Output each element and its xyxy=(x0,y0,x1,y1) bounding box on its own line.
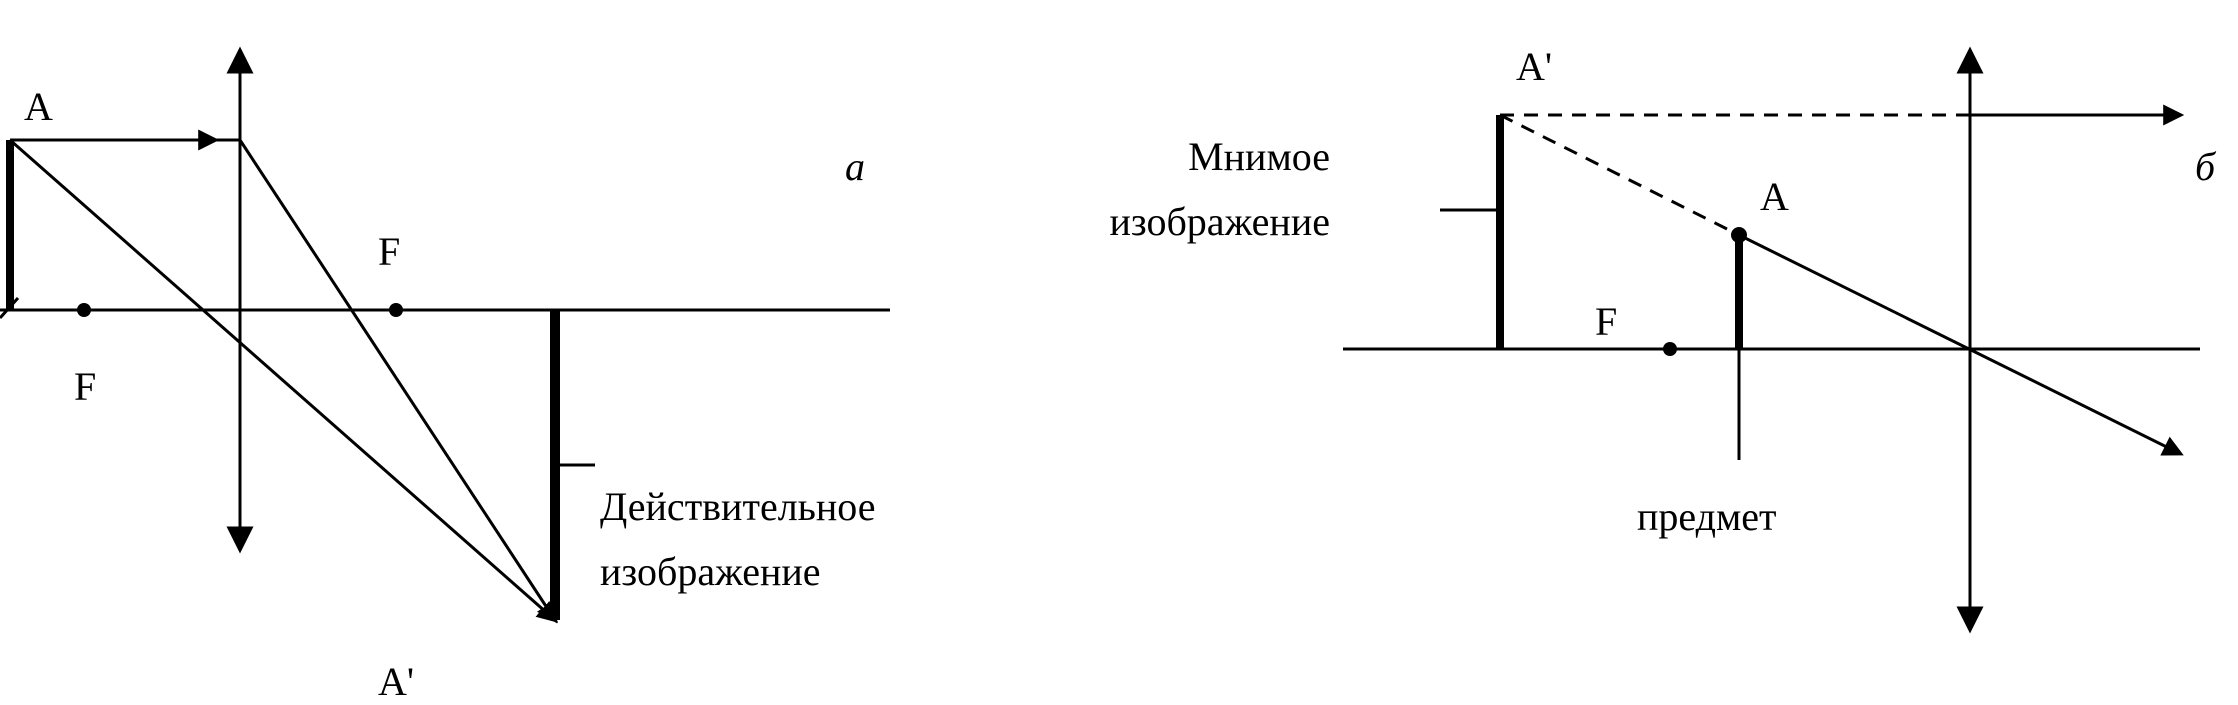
focus-label-left: F xyxy=(1595,299,1617,344)
panel-label-a: а xyxy=(845,144,865,189)
focus-point-left xyxy=(77,303,91,317)
image-caption-line1: Мнимое xyxy=(1188,134,1330,179)
image-label: A' xyxy=(1516,44,1552,89)
object-caption: предмет xyxy=(1637,494,1777,539)
panel-label-b: б xyxy=(2195,144,2217,189)
focus-label-right: F xyxy=(378,229,400,274)
image-caption-line2: изображение xyxy=(1109,199,1330,244)
focus-label-left: F xyxy=(74,364,96,409)
ray-parallel-out xyxy=(240,140,555,620)
caption-real-image-line2: изображение xyxy=(600,549,821,594)
ray2-dashed xyxy=(1500,115,1739,235)
caption-real-image-line1: Действительное xyxy=(600,484,876,529)
focus-point-left xyxy=(1663,342,1677,356)
diagram-a: F F A A' Действительное изображение а xyxy=(0,60,890,704)
focus-point-right xyxy=(389,303,403,317)
image-label: A' xyxy=(378,659,414,704)
diagram-b: F Aпредмет A' Мнимое изображение б xyxy=(1109,44,2217,620)
object-label: A xyxy=(1760,174,1789,219)
ray2-solid xyxy=(1739,235,2180,454)
object-label: A xyxy=(24,84,53,129)
